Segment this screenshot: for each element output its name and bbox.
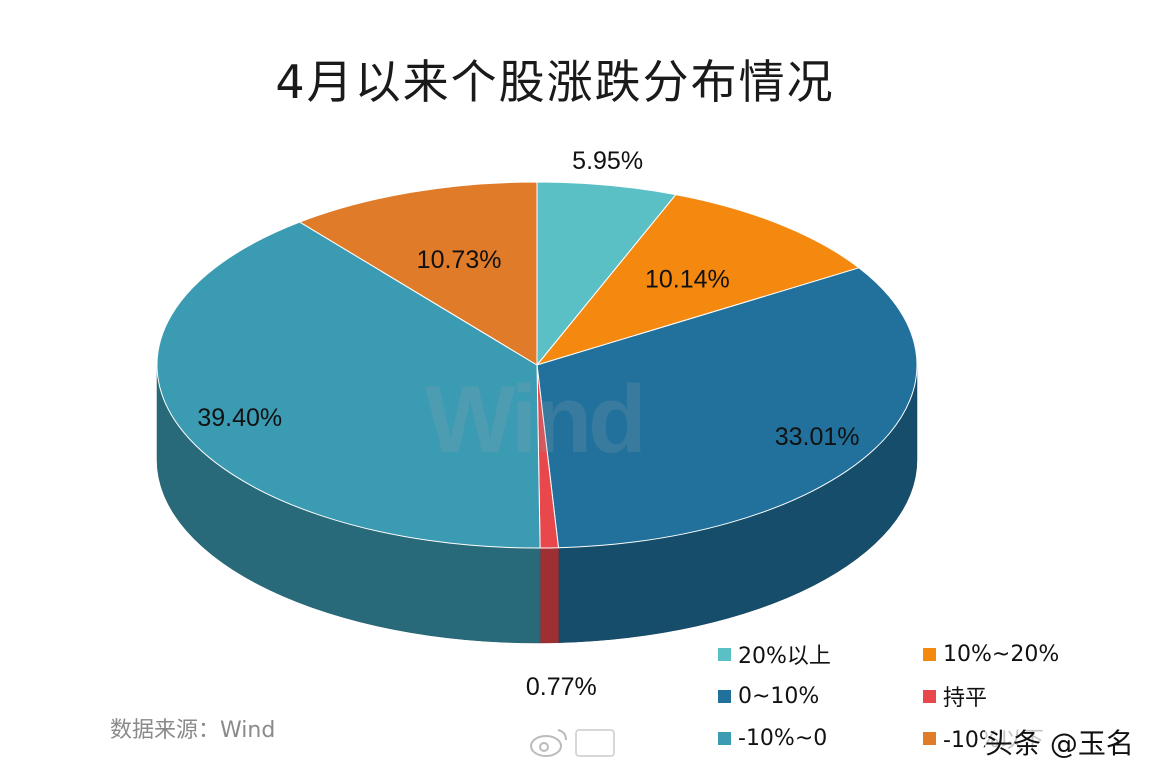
pie-chart: 5.95% 10.14% 33.01% 0.77% 39.40% 10.73% <box>156 147 918 700</box>
pie-data-label-4: 39.40% <box>197 404 282 432</box>
data-source-note: 数据来源：Wind <box>110 718 276 743</box>
pie-slice-1 <box>535 194 861 366</box>
legend-item: 持平 <box>923 682 1118 711</box>
legend-swatch <box>923 647 936 661</box>
legend-swatch <box>718 689 731 703</box>
legend-swatch <box>923 731 936 745</box>
legend-label: 10%~20% <box>943 641 1060 667</box>
pie-slice-5 <box>298 181 538 366</box>
legend-label: 持平 <box>943 686 988 711</box>
author-credit: 头条 @玉名 <box>985 722 1134 762</box>
legend-swatch <box>923 689 936 703</box>
pie-label-group: 5.95% 10.14% 33.01% 0.77% 39.40% 10.73% <box>197 147 859 700</box>
chart-title: 4月以来个股涨跌分布情况 <box>275 55 835 109</box>
legend-item: 10%~20% <box>923 640 1118 668</box>
pie-data-label-1: 10.14% <box>645 266 730 294</box>
pie-data-label-5: 10.73% <box>417 246 502 274</box>
pie-slice-4 <box>156 221 541 549</box>
pie-slice-0 <box>536 181 677 367</box>
pie-data-label-2: 33.01% <box>775 423 860 451</box>
wind-watermark: Wind <box>425 366 647 473</box>
legend-item: -10%~0 <box>718 724 923 752</box>
legend-swatch <box>718 731 731 745</box>
legend-swatch <box>718 647 731 661</box>
legend-label: -10%~0 <box>738 725 828 751</box>
legend-item: 0~10% <box>718 682 923 710</box>
pie-side-group <box>156 364 918 644</box>
pie-side-3 <box>539 547 559 644</box>
legend-label: 20%以上 <box>738 644 831 669</box>
pie-data-label-0: 5.95% <box>572 147 643 175</box>
pie-top-group <box>156 181 918 549</box>
weibo-logo-icon <box>530 729 615 757</box>
pie-data-label-3: 0.77% <box>526 673 597 700</box>
pie-slice-2 <box>536 267 918 549</box>
legend-label: 0~10% <box>738 683 820 709</box>
legend-item: 20%以上 <box>718 640 923 669</box>
